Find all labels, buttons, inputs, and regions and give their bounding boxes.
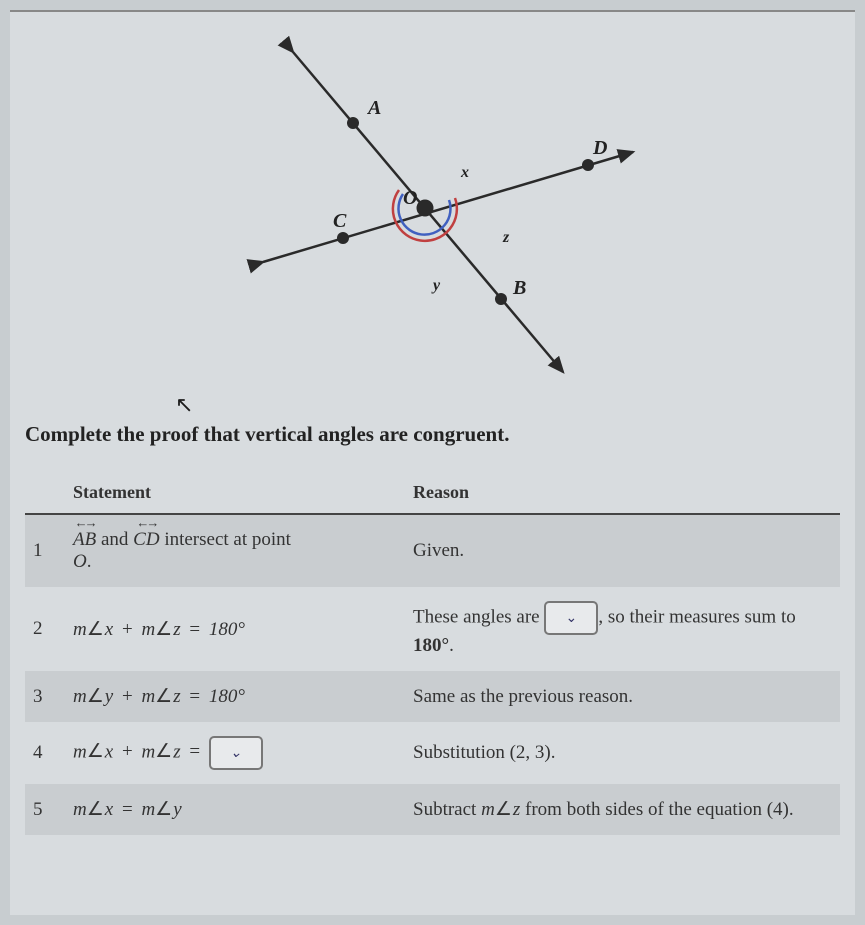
reason-dropdown[interactable]: ⌄: [544, 601, 598, 635]
statement-cell: my + mz = 180: [65, 671, 405, 722]
row-number: 1: [25, 514, 65, 587]
instruction-text: Complete the proof that vertical angles …: [25, 422, 840, 447]
line-AB: AB: [73, 529, 96, 551]
row-number: 5: [25, 784, 65, 835]
page: A B C D O x y z ↖ Complete the proof tha…: [10, 10, 855, 915]
proof-table: Statement Reason 1 AB and CD intersect a…: [25, 472, 840, 835]
reason-cell: These angles are ⌄, so their measures su…: [405, 587, 840, 671]
table-row: 3 my + mz = 180 Same as the previous rea…: [25, 671, 840, 722]
label-B: B: [512, 277, 526, 299]
statement-cell: mx + mz = 180: [65, 587, 405, 671]
geometry-diagram: A B C D O x y z: [193, 32, 673, 382]
chevron-down-icon: ⌄: [565, 610, 577, 627]
diagram-container: A B C D O x y z: [25, 32, 840, 382]
statement-cell: AB and CD intersect at point O.: [65, 514, 405, 587]
reason-cell: Same as the previous reason.: [405, 671, 840, 722]
label-C: C: [333, 210, 347, 232]
reason-cell: Subtract mz from both sides of the equat…: [405, 784, 840, 835]
header-statement: Statement: [65, 472, 405, 514]
angle-label-z: z: [502, 229, 510, 246]
table-row: 1 AB and CD intersect at point O. Given.: [25, 514, 840, 587]
reason-cell: Given.: [405, 514, 840, 587]
statement-cell: mx = my: [65, 784, 405, 835]
reason-cell: Substitution (2, 3).: [405, 722, 840, 784]
table-row: 4 mx + mz = ⌄ Substitution (2, 3).: [25, 722, 840, 784]
line-CD: CD: [133, 529, 159, 551]
statement-cell: mx + mz = ⌄: [65, 722, 405, 784]
header-blank: [25, 472, 65, 514]
statement-dropdown[interactable]: ⌄: [209, 736, 263, 770]
row-number: 2: [25, 587, 65, 671]
angle-label-y: y: [431, 277, 441, 294]
angle-label-x: x: [460, 164, 469, 181]
header-reason: Reason: [405, 472, 840, 514]
cursor-icon: ↖: [175, 392, 840, 418]
table-row: 2 mx + mz = 180 These angles are ⌄, so t…: [25, 587, 840, 671]
row-number: 3: [25, 671, 65, 722]
label-A: A: [366, 97, 381, 119]
chevron-down-icon: ⌄: [230, 745, 242, 762]
row-number: 4: [25, 722, 65, 784]
table-row: 5 mx = my Subtract mz from both sides of…: [25, 784, 840, 835]
label-D: D: [592, 137, 607, 159]
label-O: O: [403, 187, 417, 209]
